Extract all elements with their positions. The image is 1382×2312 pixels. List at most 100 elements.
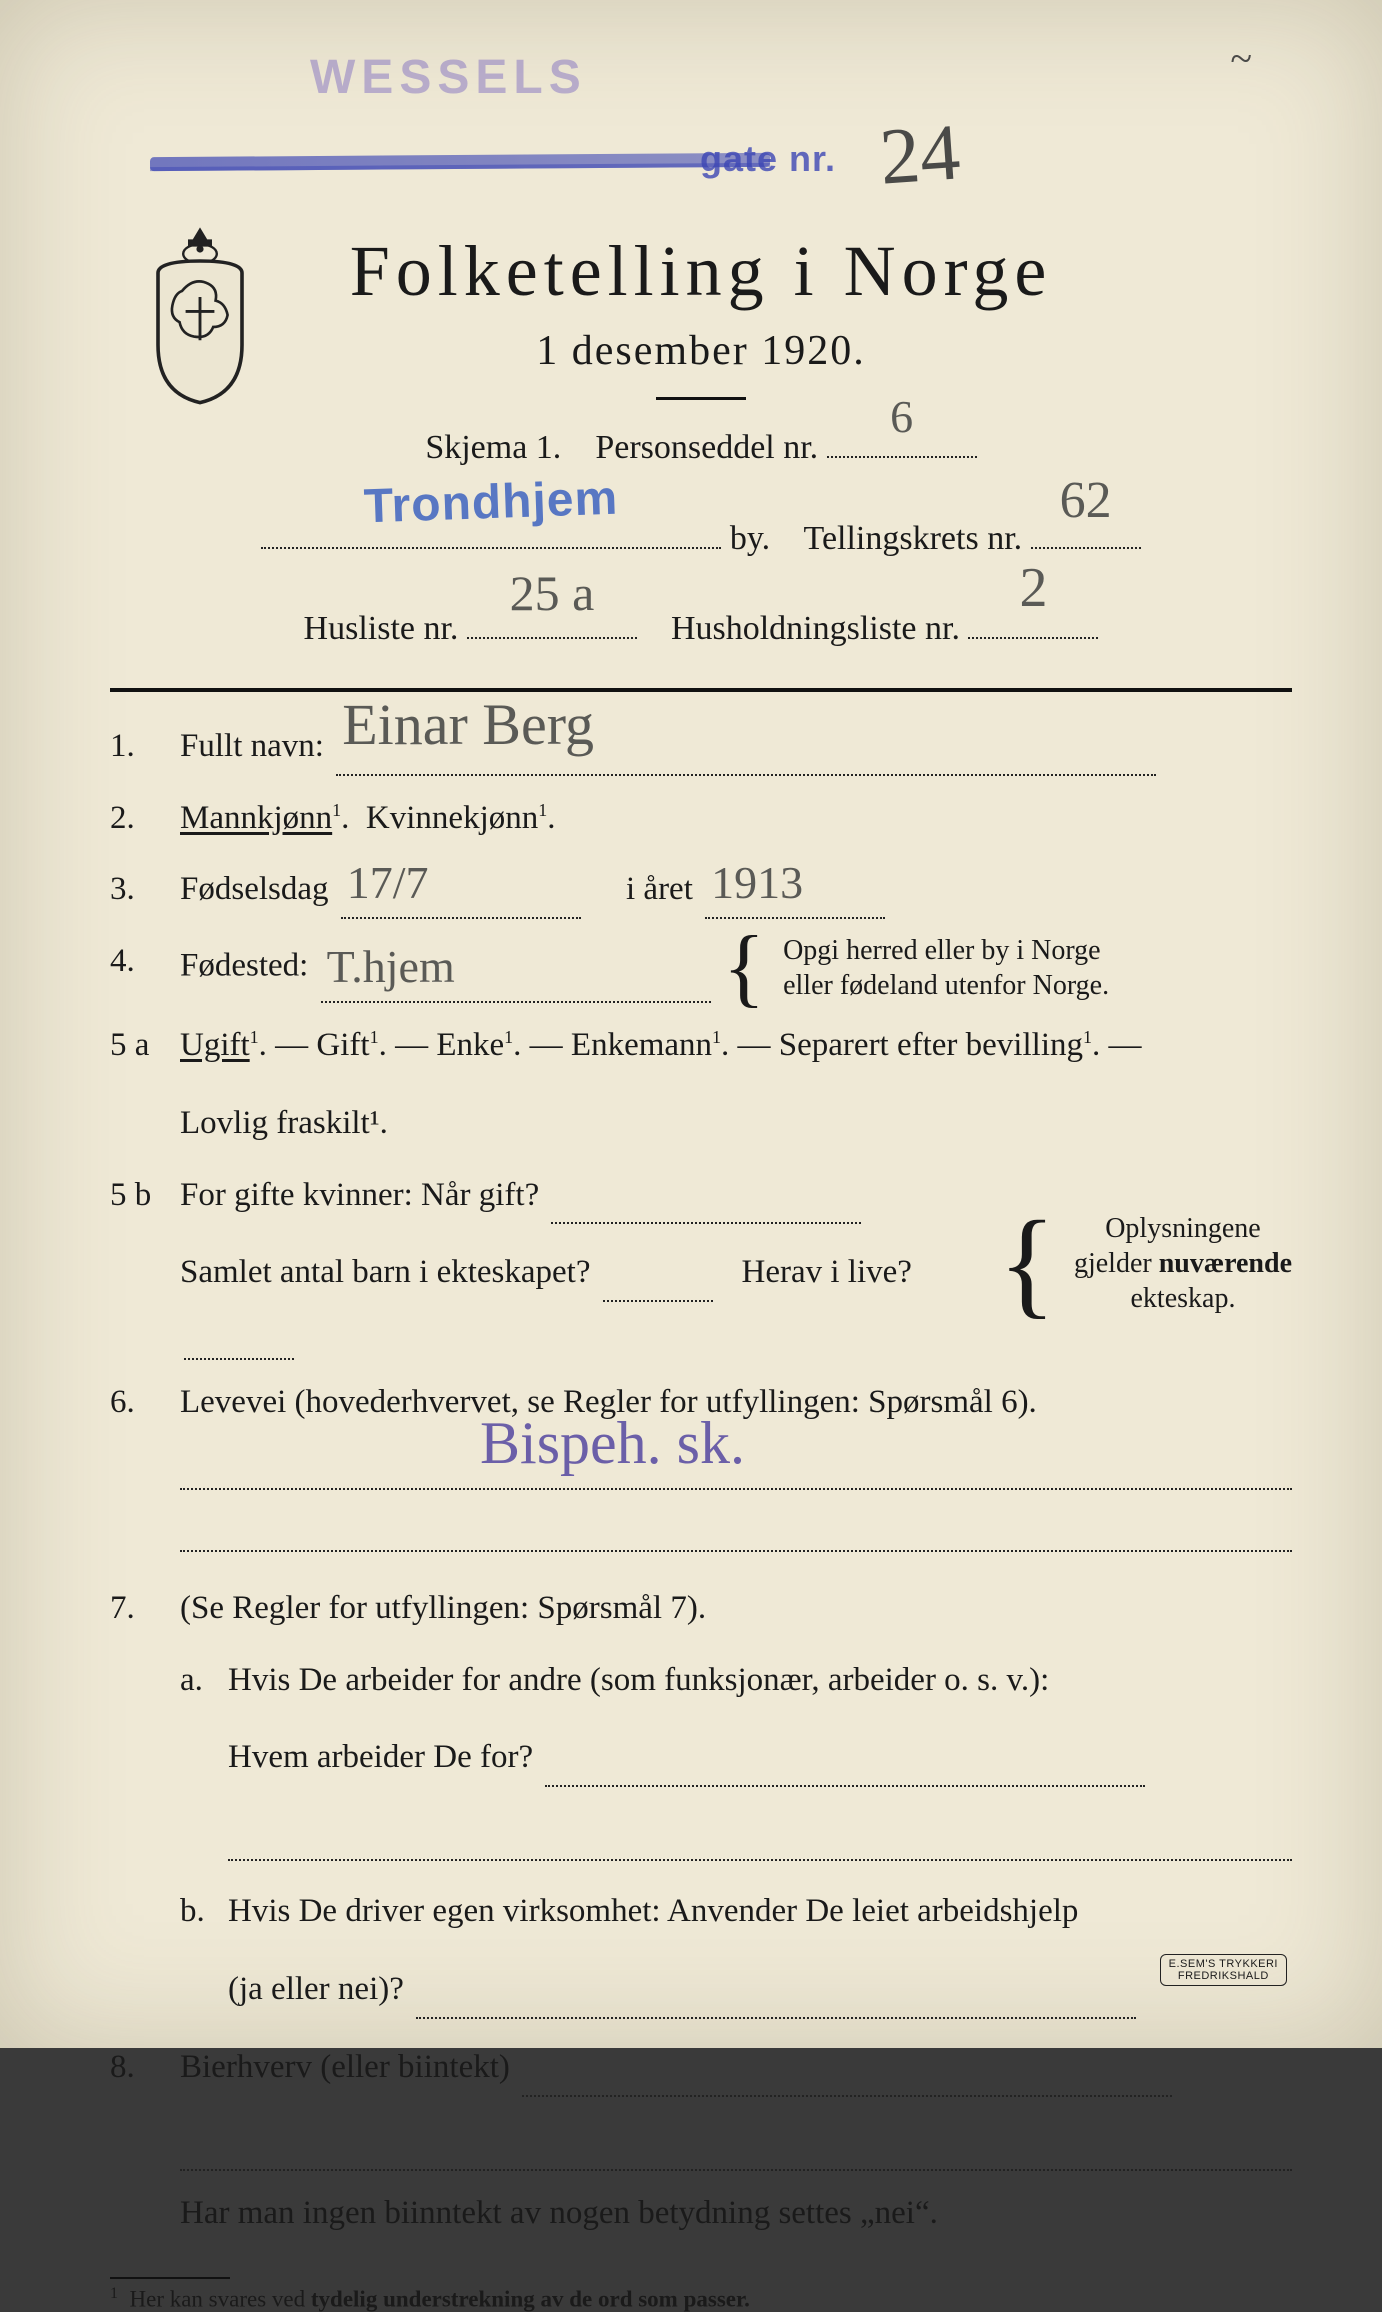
q5b-row: 5 b For gifte kvinner: Når gift? Samlet … xyxy=(110,1167,1292,1360)
q5b-barn-field xyxy=(603,1259,713,1302)
q5a-ugift: Ugift xyxy=(180,1027,250,1063)
husliste-value: 25 a xyxy=(467,546,637,641)
q7a-line2 xyxy=(228,1813,1292,1861)
q3-label: Fødselsdag xyxy=(180,871,329,907)
form-date: 1 desember 1920. xyxy=(110,327,1292,375)
q3-year-value: 1913 xyxy=(711,843,803,924)
by-stamp-value: Trondhjem xyxy=(260,449,723,556)
q3-year-label: i året xyxy=(626,871,693,907)
q4-note: { Opgi herred eller by i Norge eller fød… xyxy=(723,933,1109,1003)
husliste-label: Husliste nr. xyxy=(304,610,459,647)
q6-line1: Bispeh. sk. xyxy=(180,1442,1292,1490)
q5a-row: 5 a Ugift1. — Gift1. — Enke1. — Enkemann… xyxy=(110,1017,1292,1153)
footnote-rule xyxy=(110,2277,230,2279)
printer-mark: E.SEM'S TRYKKERI FREDRIKSHALD xyxy=(1160,1954,1287,1986)
header-stamps-area: WESSELS gate nr. 24 ~ xyxy=(110,60,1292,230)
section-divider-top xyxy=(110,688,1292,692)
q6-num: 6. xyxy=(110,1374,180,1566)
q3-day-value: 17/7 xyxy=(347,843,429,924)
q2-num: 2. xyxy=(110,790,180,848)
form-header: Folketelling i Norge 1 desember 1920. xyxy=(110,230,1292,400)
husholdning-value: 2 xyxy=(968,535,1098,641)
q7b-field xyxy=(416,1976,1136,2019)
q5b-gift-field xyxy=(551,1181,861,1224)
title-divider xyxy=(656,397,746,400)
q3-day-field: 17/7 xyxy=(341,876,581,919)
q8-line2 xyxy=(180,2123,1292,2171)
printer-l2: FREDRIKSHALD xyxy=(1178,1970,1269,1982)
q7a-field xyxy=(545,1744,1145,1787)
q5b-label1: For gifte kvinner: Når gift? xyxy=(180,1177,539,1213)
form-meta: Skjema 1. Personseddel nr. 6 Trondhjem b… xyxy=(110,416,1292,662)
q2-kvinne: Kvinnekjønn xyxy=(366,800,538,836)
q5b-note: { Oplysningene gjelder nuværende ekteska… xyxy=(998,1211,1292,1316)
q2-row: 2. Mannkjønn1. Kvinnekjønn1. xyxy=(110,790,1292,848)
by-field: Trondhjem xyxy=(261,509,721,548)
husliste-field: 25 a xyxy=(467,600,637,639)
q6-value: Bispeh. sk. xyxy=(480,1391,745,1496)
footnote-text: Her kan svares ved tydelig understreknin… xyxy=(130,2286,750,2311)
q1-num: 1. xyxy=(110,718,180,776)
q3-year-field: 1913 xyxy=(705,876,885,919)
by-label: by. xyxy=(730,520,770,557)
q7a-label: a. xyxy=(180,1652,228,1876)
q4-row: 4. Fødested: T.hjem { Opgi herred eller … xyxy=(110,933,1292,1003)
stray-tilde: ~ xyxy=(1230,35,1252,82)
q2-mann: Mannkjønn xyxy=(180,800,332,836)
q5a-num: 5 a xyxy=(110,1017,180,1153)
q4-num: 4. xyxy=(110,933,180,1003)
q7-label: (Se Regler for utfyllingen: Spørsmål 7). xyxy=(180,1590,706,1626)
q3-num: 3. xyxy=(110,861,180,919)
husholdning-field: 2 xyxy=(968,600,1098,639)
q6-line2 xyxy=(180,1504,1292,1552)
brace-icon: { xyxy=(998,1227,1056,1299)
q1-row: 1. Fullt navn: Einar Berg xyxy=(110,718,1292,776)
q5b-note-l2: gjelder nuværende xyxy=(1074,1248,1292,1279)
q7a-text2: Hvem arbeider De for? xyxy=(228,1739,533,1775)
blue-strike-line xyxy=(150,153,770,171)
gate-nr-handwritten: 24 xyxy=(877,107,963,203)
q7-num: 7. xyxy=(110,1580,180,1638)
q7b-text2: (ja eller nei)? xyxy=(228,1971,404,2007)
husholdning-label: Husholdningsliste nr. xyxy=(671,610,960,647)
q8-field xyxy=(522,2053,1172,2096)
footnote: 1 Her kan svares ved tydelig understrekn… xyxy=(110,2285,1292,2312)
gate-label-stamp: gate nr. xyxy=(700,138,836,180)
q7a: a. Hvis De arbeider for andre (som funks… xyxy=(180,1652,1292,1876)
census-form-page: WESSELS gate nr. 24 ~ Folketelling i Nor… xyxy=(0,0,1382,2048)
q8-row: 8. Bierhverv (eller biintekt) Har man in… xyxy=(110,2039,1292,2243)
q3-row: 3. Fødselsdag 17/7 i året 1913 xyxy=(110,861,1292,919)
q7-row: 7. (Se Regler for utfyllingen: Spørsmål … xyxy=(110,1580,1292,1638)
printer-l1: E.SEM'S TRYKKERI xyxy=(1169,1958,1278,1970)
personseddel-nr-field: 6 xyxy=(827,419,977,458)
form-title: Folketelling i Norge xyxy=(110,230,1292,313)
q5b-label3: Herav i live? xyxy=(742,1254,912,1290)
q7b-text1: Hvis De driver egen virksomhet: Anvender… xyxy=(228,1893,1078,1929)
q5b-live-field xyxy=(184,1317,294,1360)
q5a-line2: Lovlig fraskilt¹. xyxy=(180,1095,1292,1153)
q1-name-value: Einar Berg xyxy=(342,674,594,776)
q4-note-l1: Opgi herred eller by i Norge xyxy=(783,935,1101,966)
q7b: b. Hvis De driver egen virksomhet: Anven… xyxy=(180,1883,1292,2019)
q7a-text1: Hvis De arbeider for andre (som funksjon… xyxy=(228,1662,1049,1698)
q4-place-field: T.hjem xyxy=(321,960,711,1003)
q4-label: Fødested: xyxy=(180,948,308,984)
q5b-label2: Samlet antal barn i ekteskapet? xyxy=(180,1254,591,1290)
footnote-marker: 1 xyxy=(110,2285,118,2302)
brace-icon: { xyxy=(723,942,765,995)
q5b-note-l1: Oplysningene xyxy=(1105,1213,1261,1244)
coat-of-arms-icon xyxy=(140,225,260,405)
q1-label: Fullt navn: xyxy=(180,728,324,764)
q8-label: Bierhverv (eller biintekt) xyxy=(180,2049,510,2085)
form-body: 1. Fullt navn: Einar Berg 2. Mannkjønn1.… xyxy=(110,718,1292,2243)
q6-row: 6. Levevei (hovederhvervet, se Regler fo… xyxy=(110,1374,1292,1566)
q8-note: Har man ingen biinntekt av nogen betydni… xyxy=(180,2185,1292,2243)
q7b-label: b. xyxy=(180,1883,228,2019)
q4-note-l2: eller fødeland utenfor Norge. xyxy=(783,970,1109,1001)
q5b-note-l3: ekteskap. xyxy=(1130,1283,1235,1314)
q5b-num: 5 b xyxy=(110,1167,180,1360)
q8-num: 8. xyxy=(110,2039,180,2243)
street-stamp: WESSELS xyxy=(310,50,587,105)
personseddel-nr-value: 6 xyxy=(827,373,977,460)
q4-place-value: T.hjem xyxy=(327,927,455,1008)
